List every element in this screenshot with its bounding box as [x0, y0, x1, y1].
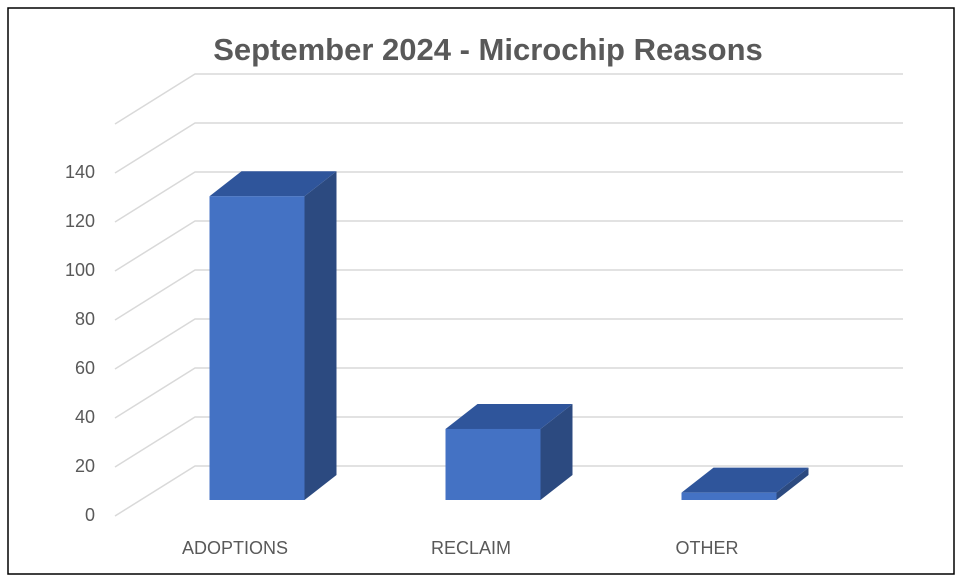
- grid-line: [114, 122, 903, 174]
- grid-line: [114, 367, 903, 419]
- y-tick-label: 120: [65, 211, 95, 231]
- y-tick-label: 100: [65, 260, 95, 280]
- bar: [209, 196, 305, 500]
- y-tick-label: 60: [75, 358, 95, 378]
- bar: [681, 492, 777, 500]
- x-tick-label: ADOPTIONS: [182, 538, 288, 558]
- grid-line: [114, 269, 903, 321]
- x-tick-label: RECLAIM: [431, 538, 511, 558]
- y-tick-label: 0: [85, 505, 95, 525]
- y-tick-label: 40: [75, 407, 95, 427]
- grid-line: [114, 318, 903, 370]
- bar-top: [681, 467, 809, 493]
- grid-line: [114, 465, 903, 517]
- y-tick-label: 80: [75, 309, 95, 329]
- grid-line: [114, 416, 903, 468]
- bar-side: [540, 403, 573, 500]
- bar: [445, 428, 541, 500]
- bar-side: [776, 467, 809, 500]
- x-tick-label: OTHER: [676, 538, 739, 558]
- chart-title: September 2024 - Microchip Reasons: [213, 32, 763, 67]
- grid-line: [114, 171, 903, 223]
- grid-line: [114, 73, 903, 125]
- y-tick-label: 140: [65, 162, 95, 182]
- bar-side: [304, 171, 337, 500]
- bar-top: [209, 171, 337, 197]
- grid-line: [114, 220, 903, 272]
- y-tick-label: 20: [75, 456, 95, 476]
- bar-top: [445, 403, 573, 429]
